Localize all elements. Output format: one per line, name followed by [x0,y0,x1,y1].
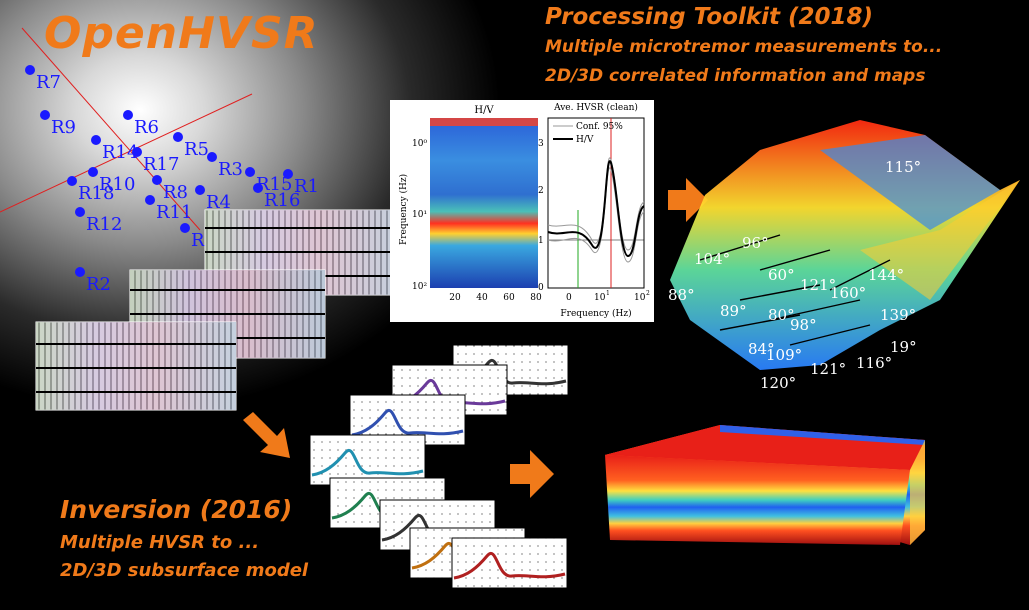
receiver-marker [91,135,101,145]
receiver-label: R17 [143,154,179,175]
hvsr-curve-card [309,434,426,486]
arrow-right-icon [510,450,554,498]
legend-hv: H/V [576,135,594,145]
receiver-marker [253,183,263,193]
direction-angle-label: 80° [768,306,795,324]
hvsr-xtick: 0 [566,293,572,303]
direction-angle-label: 84° [748,340,775,358]
spectrogram-ytick: 10¹ [412,210,427,220]
receiver-marker [67,176,77,186]
app-title: OpenHVSR [44,8,319,59]
receiver-label: R11 [156,202,192,223]
receiver-marker [180,223,190,233]
direction-angle-label: 109° [766,346,802,364]
direction-angle-label: 116° [856,354,892,372]
direction-angle-label: 98° [790,316,817,334]
direction-angle-label: 120° [760,374,796,392]
receiver-label: R2 [86,274,111,295]
direction-angle-label: 160° [830,284,866,302]
spectrogram-xtick: 20 [449,293,461,303]
hvsr-xtick-sup: 2 [646,290,650,297]
receiver-marker [75,267,85,277]
receiver-label: R6 [134,117,159,138]
receiver-marker [283,169,293,179]
direction-angle-label: 115° [885,158,921,176]
toolkit-subtitle-2: 2D/3D correlated information and maps [545,66,926,86]
spectrogram-ytick: 10² [412,282,427,292]
hvsr-ytick: 1 [538,236,544,246]
spectrogram-ytick: 10⁰ [412,139,427,149]
direction-angle-label: 144° [868,266,904,284]
receiver-label: R9 [51,117,76,138]
hvsr-ytick: 2 [538,186,544,196]
subsurface-model-block [605,425,925,545]
inversion-title: Inversion (2016) [60,495,293,524]
receiver-marker [123,110,133,120]
receiver-label: R14 [102,142,138,163]
spectrogram-title: H/V [474,105,494,116]
survey-line [21,27,201,231]
toolkit-title: Processing Toolkit (2018) [545,4,874,30]
receiver-marker [132,147,142,157]
hv-spectrogram: H/V Frequency (Hz) 10⁰ 10¹ 10² 20 40 60 … [390,100,542,322]
receiver-label: R12 [86,214,122,235]
receiver-label: R10 [99,174,135,195]
direction-angle-label: 104° [694,250,730,268]
hvsr-curve-card [451,537,568,589]
arrow-right-icon [668,178,708,222]
receiver-marker [25,65,35,75]
direction-angle-label: 88° [668,286,695,304]
inversion-subtitle-2: 2D/3D subsurface model [60,560,309,581]
direction-angle-label: 89° [720,302,747,320]
receiver-marker [75,207,85,217]
receiver-marker [207,152,217,162]
receiver-label: R8 [163,182,188,203]
spectrogram-xtick: 60 [503,293,515,303]
arrow-down-right-icon [243,412,290,458]
receiver-marker [173,132,183,142]
receiver-label: R5 [184,139,209,160]
direction-angle-label: 139° [880,306,916,324]
hvsr-average-plot: Ave. HVSR (clean) Conf. 95% H/V 3 2 1 0 … [538,100,654,322]
hvsr-ytick: 3 [538,139,544,149]
hvsr-ytick: 0 [538,283,544,293]
receiver-marker [152,175,162,185]
receiver-marker [145,195,155,205]
direction-angle-label: 60° [768,266,795,284]
receiver-label: R15 [256,174,292,195]
seismic-trace-card [35,321,237,411]
receiver-label: R7 [36,72,61,93]
hvsr-title: Ave. HVSR (clean) [553,102,638,113]
direction-angle-label: 121° [800,276,836,294]
receiver-label: R1 [294,176,319,197]
spectrogram-xtick: 80 [530,293,542,303]
receiver-label: R16 [264,190,300,211]
correlation-surface-map [670,120,1020,370]
hvsr-xtick: 10 [594,293,606,303]
receiver-marker [245,167,255,177]
hvsr-xlabel: Frequency (Hz) [560,308,631,319]
direction-angle-label: 96° [742,234,769,252]
spectrogram-ylabel: Frequency (Hz) [398,174,409,245]
direction-angle-label: 19° [890,338,917,356]
receiver-marker [40,110,50,120]
inversion-subtitle-1: Multiple HVSR to ... [60,532,260,553]
receiver-label: R4 [206,192,231,213]
toolkit-subtitle-1: Multiple microtremor measurements to... [545,37,943,57]
hvsr-xtick: 10 [634,293,646,303]
receiver-marker [195,185,205,195]
receiver-label: R18 [78,183,114,204]
receiver-label: R3 [218,159,243,180]
hvsr-xtick-sup: 1 [606,290,610,297]
receiver-marker [88,167,98,177]
survey-line [0,93,253,213]
direction-angle-label: 121° [810,360,846,378]
spectrogram-xtick: 40 [476,293,488,303]
legend-conf: Conf. 95% [576,122,623,132]
